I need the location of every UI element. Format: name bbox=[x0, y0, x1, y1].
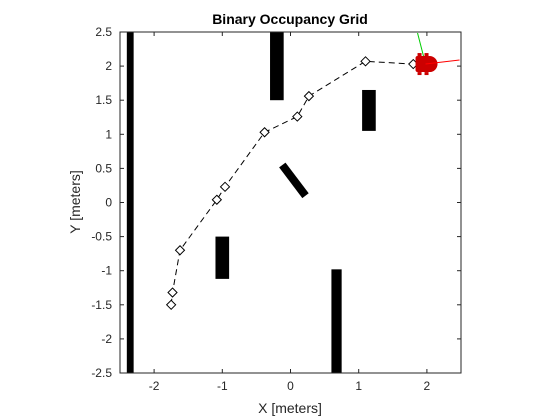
chart-title: Binary Occupancy Grid bbox=[212, 11, 368, 27]
y-tick-label: 1 bbox=[105, 127, 112, 141]
robot-wheel bbox=[424, 53, 429, 57]
obstacle-6 bbox=[279, 162, 309, 199]
obstacle-2 bbox=[215, 236, 230, 279]
y-tick-label: -2.5 bbox=[91, 366, 112, 380]
obstacle-5 bbox=[331, 269, 342, 373]
y-tick-label: 2 bbox=[105, 59, 112, 73]
y-tick-label: 0 bbox=[105, 196, 112, 210]
waypoint-marker bbox=[303, 90, 315, 102]
y-tick-label: 0.5 bbox=[95, 161, 112, 175]
y-tick-label: -0.5 bbox=[91, 230, 112, 244]
x-tick-label: 0 bbox=[287, 379, 294, 393]
plot-background bbox=[120, 32, 461, 373]
waypoint-marker bbox=[219, 181, 231, 193]
x-tick-label: -2 bbox=[149, 379, 160, 393]
waypoint-marker bbox=[174, 245, 186, 256]
waypoint-marker bbox=[360, 56, 371, 67]
plot-area: -2 -1 0 1 2 -2.5 -2 -1.5 -1 -0.5 0 0.5 1 1.5 2 2.5 bbox=[91, 25, 462, 393]
robot-wheel bbox=[424, 72, 429, 76]
obstacle-4 bbox=[362, 89, 376, 131]
y-tick-label: -2 bbox=[101, 332, 112, 346]
y-tick-label: 2.5 bbox=[95, 25, 112, 39]
obstacle-1 bbox=[126, 32, 134, 373]
obstacle-3 bbox=[270, 32, 284, 101]
y-axis-title: Y [meters] bbox=[67, 170, 83, 234]
waypoint-marker bbox=[165, 299, 177, 311]
path-line bbox=[170, 60, 414, 305]
waypoint-marker bbox=[211, 194, 223, 205]
waypoint-marker bbox=[259, 127, 270, 138]
waypoint-marker bbox=[167, 287, 178, 298]
waypoint-marker bbox=[292, 111, 303, 122]
y-tick-label: -1 bbox=[101, 264, 112, 278]
x-tick-label: -1 bbox=[217, 379, 228, 393]
robot-wheel bbox=[417, 72, 422, 76]
x-tick-label: 1 bbox=[355, 379, 362, 393]
y-tick-label: -1.5 bbox=[91, 298, 112, 312]
robot-heading-axis bbox=[425, 59, 460, 65]
x-tick-label: 2 bbox=[424, 379, 431, 393]
robot-wheel bbox=[417, 53, 422, 57]
y-tick-label: 1.5 bbox=[95, 93, 112, 107]
x-axis-title: X [meters] bbox=[258, 400, 322, 416]
